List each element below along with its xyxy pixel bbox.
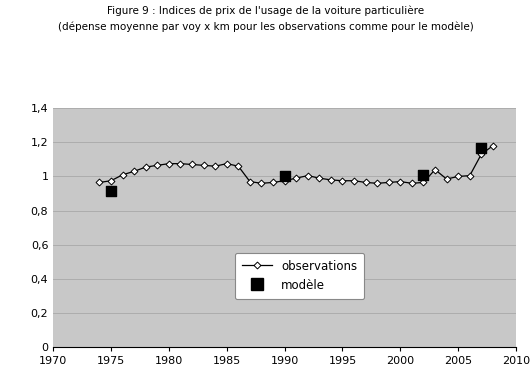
observations xyxy=(201,163,207,168)
observations xyxy=(351,178,358,183)
modèle xyxy=(477,145,486,151)
observations xyxy=(189,162,195,167)
observations xyxy=(397,179,404,184)
observations xyxy=(374,181,380,186)
observations xyxy=(339,178,346,183)
observations xyxy=(96,180,103,185)
modèle xyxy=(280,173,289,179)
observations xyxy=(293,176,300,181)
observations xyxy=(270,180,276,185)
observations xyxy=(120,173,126,177)
observations xyxy=(108,178,114,183)
observations xyxy=(259,181,265,186)
observations xyxy=(247,179,253,184)
observations xyxy=(455,174,461,179)
observations xyxy=(305,173,311,178)
observations xyxy=(177,161,184,166)
modèle xyxy=(419,172,428,178)
observations xyxy=(316,176,322,181)
Legend: observations, modèle: observations, modèle xyxy=(235,253,364,299)
observations xyxy=(362,180,369,185)
observations xyxy=(478,152,485,157)
observations xyxy=(131,169,137,174)
observations xyxy=(281,178,288,183)
observations xyxy=(143,165,149,169)
observations xyxy=(223,161,230,166)
observations xyxy=(444,177,450,181)
observations xyxy=(212,164,218,169)
observations xyxy=(165,161,172,166)
observations xyxy=(490,143,496,148)
observations xyxy=(409,181,415,186)
observations xyxy=(386,180,392,185)
Text: (dépense moyenne par voy x km pour les observations comme pour le modèle): (dépense moyenne par voy x km pour les o… xyxy=(58,21,474,32)
Text: Figure 9 : Indices de prix de l'usage de la voiture particulière: Figure 9 : Indices de prix de l'usage de… xyxy=(107,6,425,16)
observations xyxy=(154,163,161,168)
observations xyxy=(432,167,438,172)
Line: observations: observations xyxy=(97,143,495,186)
observations xyxy=(467,173,473,178)
observations xyxy=(235,164,242,169)
modèle xyxy=(107,188,115,194)
observations xyxy=(420,180,427,185)
observations xyxy=(328,178,334,182)
